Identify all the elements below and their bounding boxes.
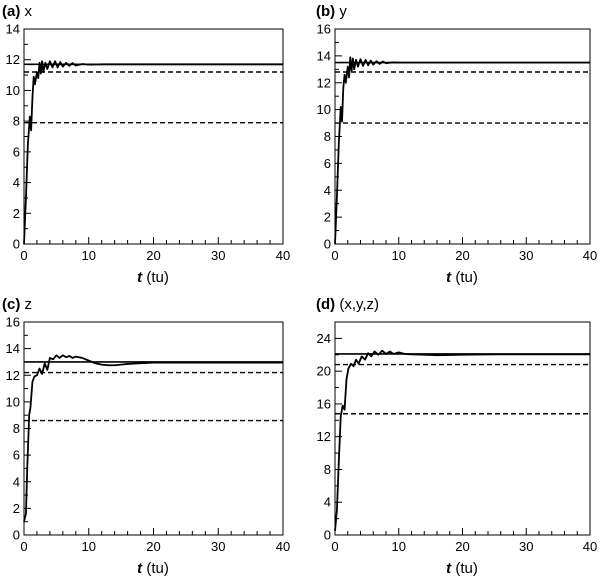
panel-c-ytick-label: 14 bbox=[6, 341, 20, 356]
panel-a-ytick-label: 10 bbox=[6, 83, 20, 98]
panel-d-ytick-label: 16 bbox=[317, 396, 331, 411]
panel-b-xlabel-unit: (tu) bbox=[455, 269, 478, 286]
panel-b-frame bbox=[334, 28, 591, 245]
panel-c-ytick-label: 10 bbox=[6, 394, 20, 409]
panel-c-frame bbox=[23, 321, 284, 536]
panel-b-xtick-label: 30 bbox=[519, 248, 533, 263]
panel-d-ytick-label: 4 bbox=[324, 495, 331, 510]
panel-b-title: (b) y bbox=[316, 3, 347, 20]
panel-a-frame bbox=[23, 28, 284, 245]
panel-c-ytick-label: 4 bbox=[13, 474, 20, 489]
panel-b-xtick-label: 40 bbox=[583, 248, 597, 263]
panel-b-ytick-label: 10 bbox=[317, 102, 331, 117]
panel-a-title: (a) x bbox=[2, 3, 33, 20]
panel-a-var: x bbox=[25, 3, 33, 20]
panel-d-xlabel-unit: (tu) bbox=[455, 560, 478, 577]
panel-a-xtick-label: 40 bbox=[276, 248, 290, 263]
panel-b-ytick-label: 2 bbox=[324, 210, 331, 225]
panel-b-xtick-label: 0 bbox=[331, 248, 338, 263]
panel-c-xlabel: t (tu) bbox=[137, 560, 169, 577]
panel-b-label: (b) bbox=[316, 3, 335, 20]
panel-a-xlabel-var: t bbox=[137, 269, 143, 286]
panel-c-series-line bbox=[23, 354, 283, 522]
panel-d-xtick-label: 20 bbox=[455, 539, 469, 554]
panel-b-ytick-label: 4 bbox=[324, 183, 331, 198]
panel-b-ytick-label: 14 bbox=[317, 48, 331, 63]
panel-a-xtick-label: 10 bbox=[82, 248, 96, 263]
panel-c-z: (c) z t (tu) 0 10 20 30 40 0 2 4 6 8 10 12 14 16 bbox=[2, 296, 290, 577]
panel-c-ytick-label: 0 bbox=[13, 528, 20, 543]
panel-d-ytick-label: 24 bbox=[317, 331, 331, 346]
panel-d-var: (x,y,z) bbox=[339, 296, 379, 313]
panel-a-xtick-label: 30 bbox=[211, 248, 225, 263]
panel-b-xtick-label: 10 bbox=[392, 248, 406, 263]
panel-d-ytick-label: 12 bbox=[317, 429, 331, 444]
panel-d-ytick-label: 20 bbox=[317, 364, 331, 379]
panel-b-ytick-label: 8 bbox=[324, 129, 331, 144]
panel-b-var: y bbox=[339, 3, 347, 20]
panel-c-label: (c) bbox=[2, 296, 20, 313]
panel-a-xtick-label: 0 bbox=[20, 248, 27, 263]
panel-c-ytick-label: 8 bbox=[13, 421, 20, 436]
panel-b-xtick-label: 20 bbox=[455, 248, 469, 263]
panel-a-ytick-label: 12 bbox=[6, 52, 20, 67]
panel-b-y: (b) y t (tu) 0 10 20 30 40 0 2 4 6 8 10 12 14 16 bbox=[316, 3, 597, 286]
panel-c-ytick-label: 6 bbox=[13, 448, 20, 463]
panel-a-xlabel-unit: (tu) bbox=[146, 269, 169, 286]
panel-b-ytick-label: 0 bbox=[324, 237, 331, 252]
panel-c-xtick-label: 10 bbox=[82, 539, 96, 554]
panel-d-ytick-label: 0 bbox=[324, 528, 331, 543]
panel-a-xtick-label: 20 bbox=[146, 248, 160, 263]
panel-a-x: (a) x t (tu) 0 10 20 30 40 0 2 4 6 8 10 12 14 bbox=[2, 3, 290, 286]
panel-c-xlabel-var: t bbox=[137, 560, 143, 577]
panel-d-xlabel: t (tu) bbox=[446, 560, 478, 577]
panel-c-var: z bbox=[25, 296, 33, 313]
panel-a-ytick-label: 2 bbox=[13, 206, 20, 221]
panel-d-ytick-label: 8 bbox=[324, 462, 331, 477]
panel-d-title: (d) (x,y,z) bbox=[316, 296, 379, 313]
panel-b-ytick-label: 6 bbox=[324, 156, 331, 171]
panel-b-xlabel-var: t bbox=[446, 269, 452, 286]
panel-c-ytick-label: 2 bbox=[13, 501, 20, 516]
panel-a-ytick-label: 6 bbox=[13, 144, 20, 159]
panel-a-ytick-label: 8 bbox=[13, 114, 20, 129]
panel-c-ytick-label: 16 bbox=[6, 315, 20, 330]
panel-d-xtick-label: 0 bbox=[331, 539, 338, 554]
panel-a-ytick-label: 14 bbox=[6, 22, 20, 37]
panel-d-xtick-label: 30 bbox=[519, 539, 533, 554]
panel-a-label: (a) bbox=[2, 3, 20, 20]
panel-d-xtick-label: 10 bbox=[392, 539, 406, 554]
panel-c-xtick-label: 0 bbox=[20, 539, 27, 554]
panel-a-ytick-label: 0 bbox=[13, 237, 20, 252]
panel-a-xlabel: t (tu) bbox=[137, 269, 169, 286]
panel-d-label: (d) bbox=[316, 296, 335, 313]
panel-b-ytick-label: 12 bbox=[317, 75, 331, 90]
panel-c-ytick-label: 12 bbox=[6, 368, 20, 383]
panel-a-ytick-label: 4 bbox=[13, 175, 20, 190]
panel-d-xlabel-var: t bbox=[446, 560, 452, 577]
panel-b-xlabel: t (tu) bbox=[446, 269, 478, 286]
panel-d-xtick-label: 40 bbox=[583, 539, 597, 554]
panel-d-series-line bbox=[334, 349, 590, 531]
panel-b-ytick-label: 16 bbox=[317, 22, 331, 37]
panel-c-xtick-label: 30 bbox=[211, 539, 225, 554]
panel-d-xyz: (d) (x,y,z) t (tu) 0 10 20 30 40 0 4 8 12 16 20 24 bbox=[316, 296, 597, 577]
panel-c-title: (c) z bbox=[2, 296, 32, 313]
panel-a-series-line bbox=[23, 60, 283, 245]
panel-c-xtick-label: 40 bbox=[276, 539, 290, 554]
panel-c-xtick-label: 20 bbox=[146, 539, 160, 554]
panel-c-xlabel-unit: (tu) bbox=[146, 560, 169, 577]
panel-b-series-line bbox=[334, 56, 590, 245]
